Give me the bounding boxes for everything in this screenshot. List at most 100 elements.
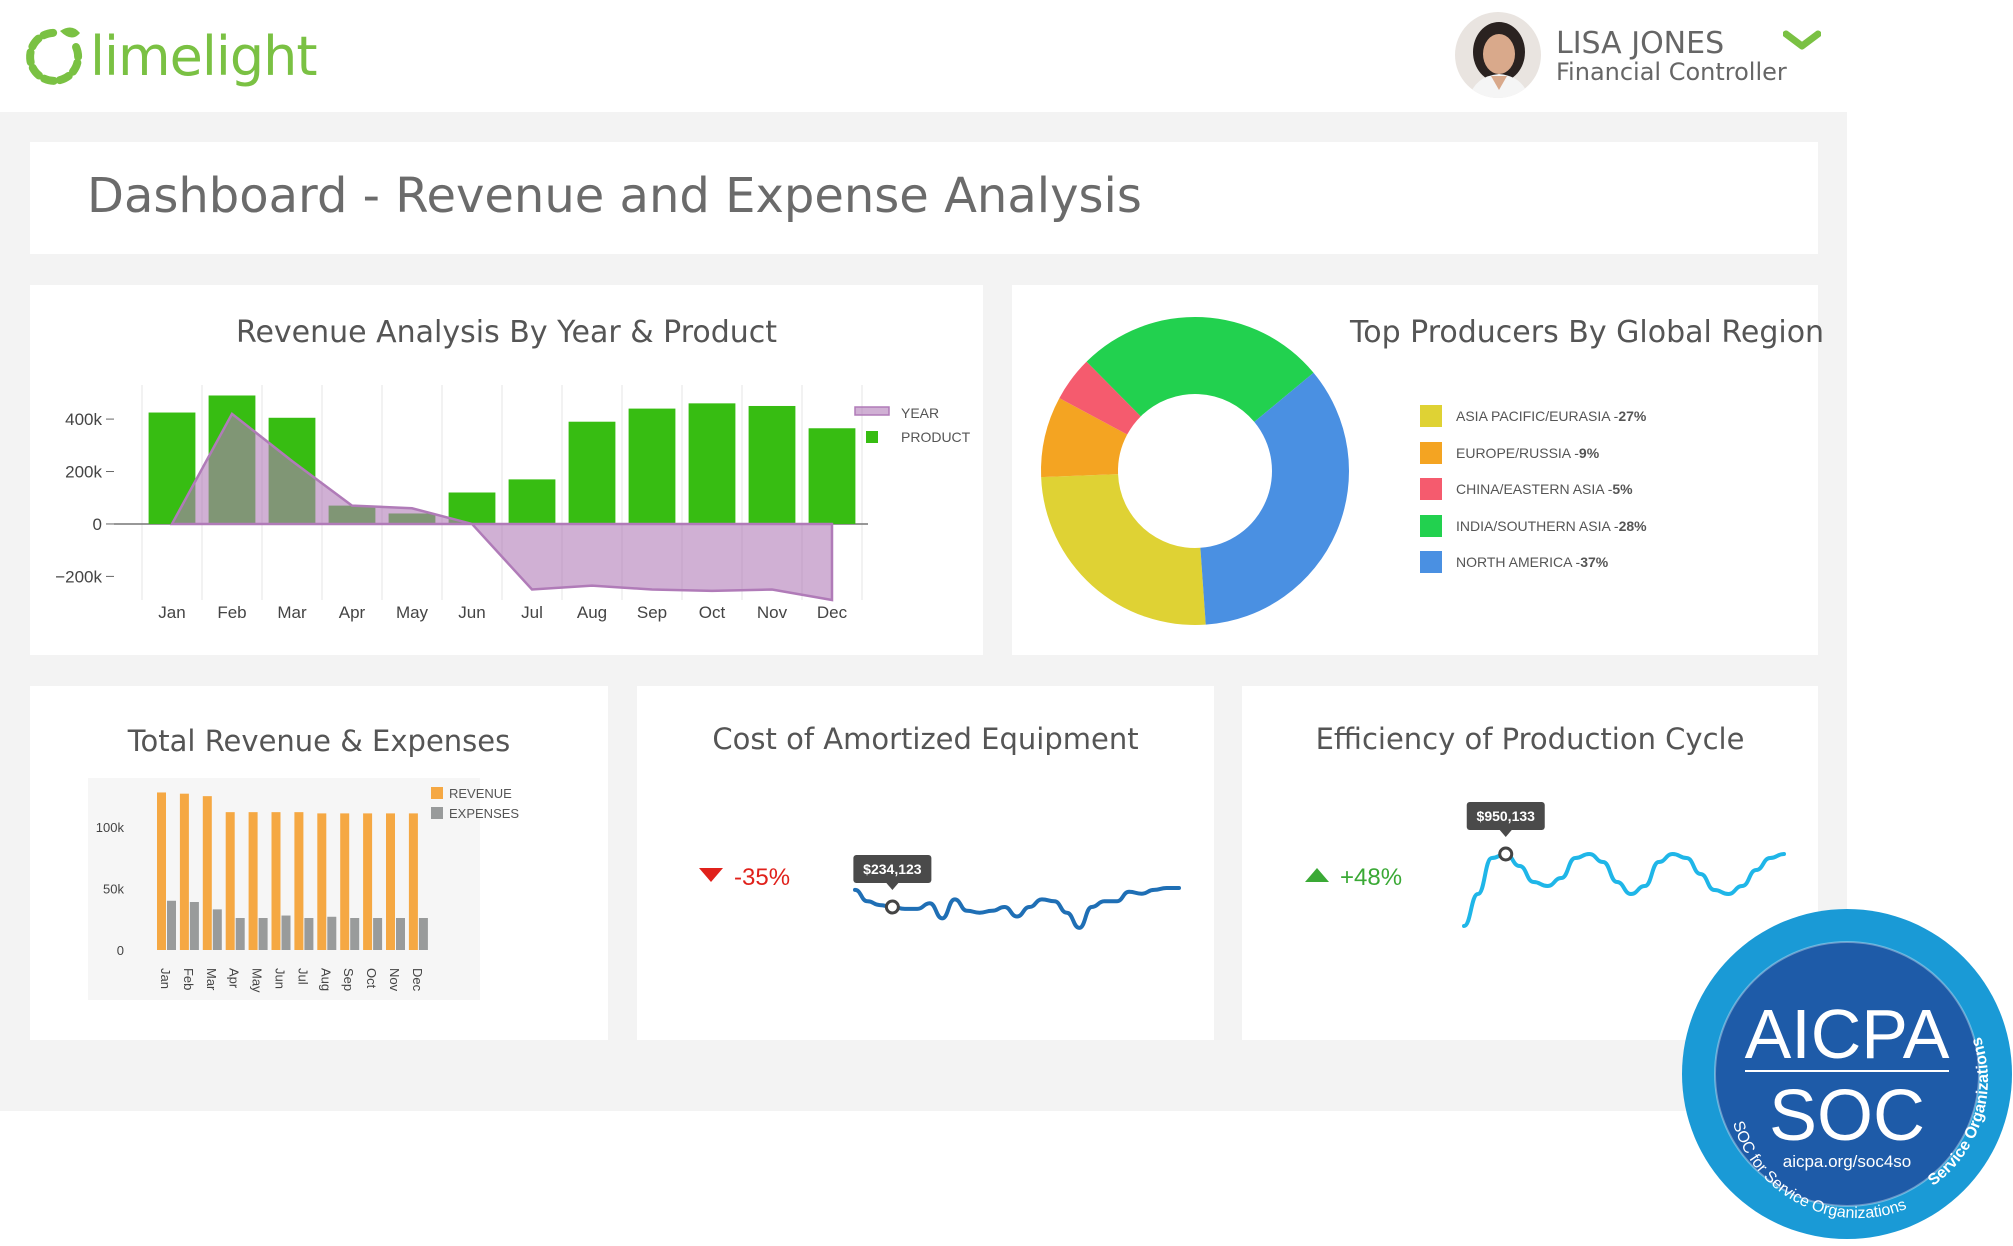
legend-swatch [1420, 478, 1442, 500]
expenses-bar [418, 918, 428, 950]
revenue-bar [225, 812, 235, 950]
x-tick-label: Jun [273, 968, 288, 989]
legend-label-year: YEAR [901, 405, 939, 421]
x-tick-label: Oct [699, 603, 726, 622]
x-tick-label: Aug [577, 603, 607, 622]
x-tick-label: Jul [295, 968, 310, 985]
x-tick-label: Oct [364, 968, 379, 989]
aicpa-soc-badge: AICPA SOC aicpa.org/soc4so SOC for Servi… [1681, 908, 2013, 1241]
revenue-bar [248, 812, 258, 950]
x-tick-label: Mar [277, 603, 307, 622]
x-tick-label: Nov [757, 603, 788, 622]
legend-label-product: PRODUCT [901, 429, 971, 445]
revenue-bar [317, 813, 327, 950]
legend-item: NORTH AMERICA - 37% [1420, 551, 1608, 573]
product-bar [688, 403, 736, 524]
product-bar [748, 405, 796, 524]
expenses-bar [235, 918, 245, 950]
revenue-bar [157, 792, 166, 950]
user-avatar[interactable] [1455, 12, 1541, 98]
revenue-bar [202, 796, 212, 950]
change-value: +48% [1340, 864, 1402, 891]
y-tick-label: 0 [93, 515, 102, 534]
product-bar [628, 408, 676, 524]
expenses-bar [350, 918, 360, 950]
x-tick-label: May [250, 968, 265, 993]
product-bar [508, 479, 556, 524]
legend-swatch [1420, 405, 1442, 427]
x-tick-label: Jan [158, 968, 173, 989]
user-name: LISA JONES [1556, 26, 1725, 61]
legend-swatch-revenue [431, 787, 443, 799]
limelight-logo[interactable]: limelight [24, 18, 318, 94]
legend-percent: 5% [1612, 481, 1633, 497]
revenue-bar [294, 812, 304, 950]
page-title: Dashboard - Revenue and Expense Analysis [87, 168, 1142, 224]
tooltip-value: $234,123 [863, 861, 922, 877]
revenue-bar [340, 813, 350, 950]
year-area [169, 411, 834, 602]
tooltip-box [853, 855, 932, 883]
legend-label-expenses: EXPENSES [449, 806, 519, 821]
legend-label: ASIA PACIFIC/EURASIA - [1456, 408, 1619, 424]
x-tick-label: May [396, 603, 429, 622]
expenses-bar [327, 916, 337, 950]
user-role: Financial Controller [1556, 58, 1787, 86]
panel-title: Total Revenue & Expenses [127, 724, 511, 758]
revenue-bar [363, 813, 373, 950]
change-value: -35% [734, 864, 790, 891]
product-bar [568, 421, 616, 524]
legend-item: EUROPE/RUSSIA - 9% [1420, 441, 1600, 464]
x-tick-label: Nov [387, 968, 402, 992]
trend-up-icon [1305, 868, 1329, 882]
legend-item: ASIA PACIFIC/EURASIA - 27% [1420, 405, 1646, 427]
tooltip-arrow [886, 883, 899, 890]
x-tick-label: Sep [637, 603, 667, 622]
efficiency-panel: Efficiency of Production Cycle $950,133 +… [1242, 686, 1818, 1040]
revenue-bar [386, 813, 395, 950]
legend-swatch-product [866, 431, 878, 443]
donut-slice [1041, 398, 1128, 478]
product-bar [808, 428, 856, 524]
legend-item: INDIA/SOUTHERN ASIA - 28% [1420, 514, 1647, 537]
marker-point [884, 899, 900, 915]
sparkline [853, 886, 1181, 930]
y-tick-label: 0 [117, 943, 124, 958]
title-panel [30, 142, 1818, 254]
legend-item: CHINA/EASTERN ASIA - 5% [1420, 478, 1633, 500]
sparkline [1462, 851, 1786, 928]
legend-percent: 27% [1618, 408, 1647, 424]
badge-url: aicpa.org/soc4so [1783, 1152, 1912, 1171]
marker-point [1498, 846, 1514, 862]
tooltip-value: $950,133 [1477, 808, 1536, 824]
brand-name: limelight [90, 24, 318, 88]
legend-swatch-year [854, 406, 890, 416]
legend-swatch [1420, 441, 1442, 464]
expenses-bar [258, 918, 268, 950]
revenue-bar [179, 793, 189, 950]
amortized-equipment-panel: Cost of Amortized Equipment $234,123 -35% [637, 686, 1214, 1040]
x-tick-label: Sep [341, 968, 356, 991]
expenses-bar [396, 918, 405, 950]
legend-percent: 9% [1578, 444, 1600, 461]
legend-label: NORTH AMERICA - [1456, 554, 1581, 570]
panel-title: Top Producers By Global Region [1350, 315, 1825, 350]
revenue-bar [408, 813, 418, 950]
plot-background [88, 778, 480, 1000]
donut-slice [1200, 372, 1349, 625]
donut-slice [1059, 361, 1141, 435]
y-tick-label: 50k [103, 881, 124, 896]
x-tick-label: Feb [181, 968, 196, 990]
revenue-bar [271, 812, 281, 950]
x-tick-label: Aug [318, 968, 333, 991]
chevron-down-icon[interactable] [1782, 30, 1822, 52]
legend-swatch [1420, 514, 1442, 537]
expenses-bar [189, 902, 199, 950]
tooltip-box [1466, 802, 1545, 830]
legend-swatch-expenses [431, 807, 443, 819]
legend-percent: 37% [1580, 554, 1609, 570]
x-tick-label: Apr [227, 968, 242, 989]
limelight-leaf-icon [26, 27, 83, 85]
legend-label: EUROPE/RUSSIA - [1456, 444, 1579, 461]
panel-title: Efficiency of Production Cycle [1315, 722, 1745, 756]
